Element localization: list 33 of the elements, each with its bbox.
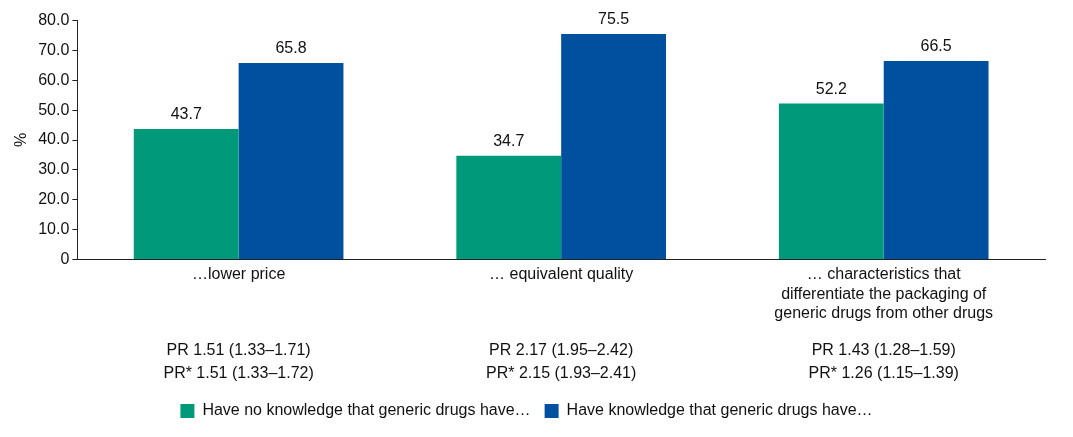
- y-tick-label: 20.0: [38, 190, 70, 208]
- x-tick-label: …lower price: [191, 265, 286, 283]
- data-label: 52.2: [815, 79, 847, 97]
- bar: [133, 128, 239, 259]
- y-tick-label: 50.0: [38, 100, 70, 118]
- data-label: 43.7: [170, 105, 202, 123]
- y-tick-label: 0: [60, 249, 70, 267]
- bar: [778, 103, 884, 259]
- bar: [883, 60, 989, 259]
- bar: [561, 34, 666, 259]
- text: PR* 2.15 (1.93–2.41): [486, 364, 637, 382]
- y-tick-label: 10.0: [38, 219, 70, 237]
- data-label: 75.5: [598, 10, 630, 28]
- y-tick-label: 70.0: [38, 40, 70, 58]
- text: PR* 1.26 (1.15–1.39): [808, 364, 959, 382]
- x-tick-label: … characteristics that differentiate the packaging of generic drugs from other drugs: [774, 265, 994, 321]
- y-tick-label: 40.0: [38, 130, 70, 148]
- text: PR 1.51 (1.33–1.71): [166, 341, 311, 359]
- x-tick-label: … equivalent quality: [489, 265, 634, 283]
- legend-label: Have knowledge that generic drugs have…: [566, 401, 873, 419]
- legend-label: Have no knowledge that generic drugs have…: [202, 401, 531, 419]
- data-label: 34.7: [493, 132, 525, 150]
- bar: [456, 155, 562, 259]
- data-label: 66.5: [920, 37, 952, 55]
- bar: [238, 62, 344, 259]
- text: PR 1.43 (1.28–1.59): [811, 341, 956, 359]
- y-axis-title: %: [12, 132, 30, 148]
- text: PR 2.17 (1.95–2.42): [489, 341, 634, 359]
- y-tick-label: 80.0: [38, 11, 70, 29]
- text: PR* 1.51 (1.33–1.72): [163, 364, 314, 382]
- y-tick-label: 30.0: [38, 160, 70, 178]
- data-label: 65.8: [275, 39, 307, 57]
- y-tick-label: 60.0: [38, 70, 70, 88]
